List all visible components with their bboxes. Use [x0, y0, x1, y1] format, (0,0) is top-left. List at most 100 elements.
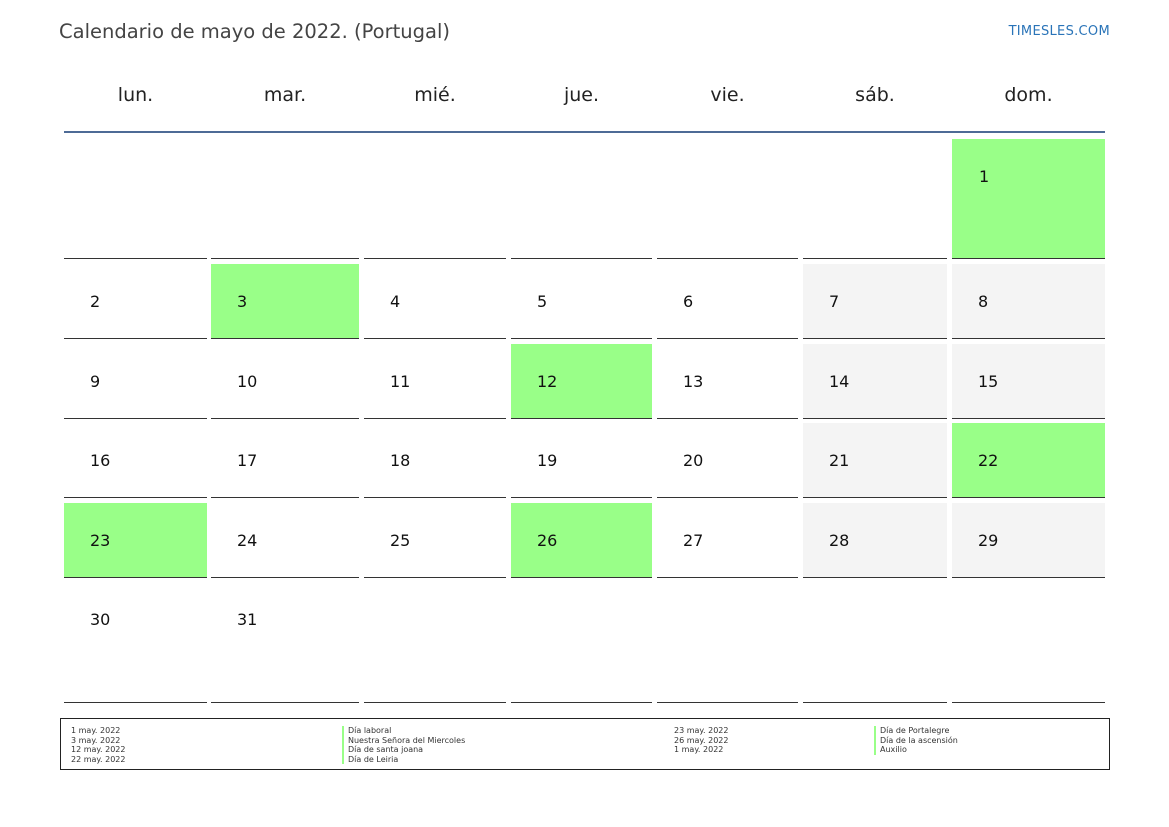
empty-cell	[511, 139, 652, 259]
empty-cell	[657, 139, 798, 259]
day-cell: 9	[64, 344, 207, 419]
day-cell: 13	[657, 344, 798, 419]
day-cell: 21	[803, 423, 947, 498]
day-number: 12	[537, 372, 558, 391]
day-cell: 15	[952, 344, 1105, 419]
day-number: 16	[90, 451, 111, 470]
weekday-label: vie.	[710, 84, 745, 106]
day-cell: 5	[511, 264, 652, 339]
day-cell: 30	[64, 582, 207, 703]
legend-entry: 26 may. 2022	[674, 735, 729, 745]
day-number: 20	[683, 451, 704, 470]
legend-names-left: Día laboral Nuestra Señora del Miercoles D…	[342, 726, 465, 765]
legend-dates-right: 23 may. 2022 26 may. 2022 1 may. 2022	[674, 726, 728, 755]
day-cell: 19	[511, 423, 652, 498]
day-cell: 8	[952, 264, 1105, 339]
day-number: 25	[390, 531, 411, 550]
day-cell: 3	[211, 264, 359, 339]
day-cell: 12	[511, 344, 652, 419]
day-number: 30	[90, 610, 111, 629]
day-cell: 16	[64, 423, 207, 498]
empty-cell	[803, 139, 947, 259]
holiday-legend: 1 may. 2022 3 may. 2022 12 may. 2022 22 may…	[60, 718, 1110, 770]
day-cell: 29	[952, 503, 1105, 578]
day-number: 10	[237, 372, 258, 391]
legend-entry: Día laboral	[342, 726, 465, 736]
day-number: 6	[683, 292, 694, 311]
weekday-label: dom.	[1004, 84, 1053, 106]
day-number: 26	[537, 531, 558, 550]
legend-entry: 1 may. 2022	[674, 745, 724, 755]
weekday-label: sáb.	[855, 84, 895, 106]
day-cell: 11	[364, 344, 506, 419]
legend-dates-left: 1 may. 2022 3 may. 2022 12 may. 2022 22 may…	[71, 726, 125, 764]
empty-cell	[952, 582, 1105, 703]
day-number: 29	[978, 531, 999, 550]
day-number: 7	[829, 292, 840, 311]
empty-cell	[364, 582, 506, 703]
day-cell: 1	[952, 139, 1105, 259]
legend-entry: 1 may. 2022	[71, 726, 121, 735]
day-number: 8	[978, 292, 989, 311]
empty-cell	[511, 582, 652, 703]
day-number: 31	[237, 610, 258, 629]
day-number: 5	[537, 292, 548, 311]
legend-entry: Auxilio	[874, 745, 958, 755]
day-cell: 20	[657, 423, 798, 498]
empty-cell	[803, 582, 947, 703]
empty-cell	[364, 139, 506, 259]
day-number: 1	[979, 167, 990, 186]
day-cell: 10	[211, 344, 359, 419]
day-number: 11	[390, 372, 411, 391]
legend-entry: Nuestra Señora del Miercoles	[342, 735, 465, 746]
day-cell: 27	[657, 503, 798, 578]
page-title: Calendario de mayo de 2022. (Portugal)	[59, 20, 450, 43]
legend-entry: Día de la ascensión	[874, 735, 958, 746]
day-cell: 23	[64, 503, 207, 578]
day-number: 21	[829, 451, 850, 470]
legend-entry: Día de Portalegre	[874, 726, 958, 736]
day-number: 18	[390, 451, 411, 470]
day-number: 4	[390, 292, 401, 311]
day-number: 17	[237, 451, 258, 470]
day-cell: 31	[211, 582, 359, 703]
header-divider	[64, 131, 1105, 133]
day-number: 19	[537, 451, 558, 470]
day-number: 13	[683, 372, 704, 391]
legend-entry: 22 may. 2022	[71, 754, 126, 764]
day-number: 28	[829, 531, 850, 550]
weekday-header: lun. mar. mié. jue. vie. sáb. dom.	[64, 84, 1105, 114]
day-cell: 22	[952, 423, 1105, 498]
legend-entry: 3 may. 2022	[71, 735, 121, 745]
day-cell: 2	[64, 264, 207, 339]
legend-names-right: Día de Portalegre Día de la ascensión Auxi…	[874, 726, 958, 755]
day-number: 24	[237, 531, 258, 550]
day-number: 15	[978, 372, 999, 391]
day-cell: 7	[803, 264, 947, 339]
day-cell: 18	[364, 423, 506, 498]
day-cell: 14	[803, 344, 947, 419]
weekday-label: lun.	[117, 84, 154, 106]
day-number: 23	[90, 531, 111, 550]
day-cell: 25	[364, 503, 506, 578]
day-number: 2	[90, 292, 101, 311]
day-number: 14	[829, 372, 850, 391]
weekday-label: mié.	[414, 84, 456, 106]
day-cell: 4	[364, 264, 506, 339]
legend-entry: 23 may. 2022	[674, 726, 729, 735]
day-cell: 6	[657, 264, 798, 339]
day-number: 3	[237, 292, 248, 311]
day-number: 9	[90, 372, 101, 391]
day-cell: 17	[211, 423, 359, 498]
legend-entry: Día de santa joana	[342, 745, 465, 755]
weekday-label: mar.	[263, 84, 307, 106]
weekday-label: jue.	[563, 84, 600, 106]
day-number: 22	[978, 451, 999, 470]
legend-entry: 12 may. 2022	[71, 745, 126, 755]
day-cell: 26	[511, 503, 652, 578]
empty-cell	[211, 139, 359, 259]
day-cell: 28	[803, 503, 947, 578]
empty-cell	[657, 582, 798, 703]
brand-link[interactable]: TIMESLES.COM	[1008, 24, 1110, 39]
